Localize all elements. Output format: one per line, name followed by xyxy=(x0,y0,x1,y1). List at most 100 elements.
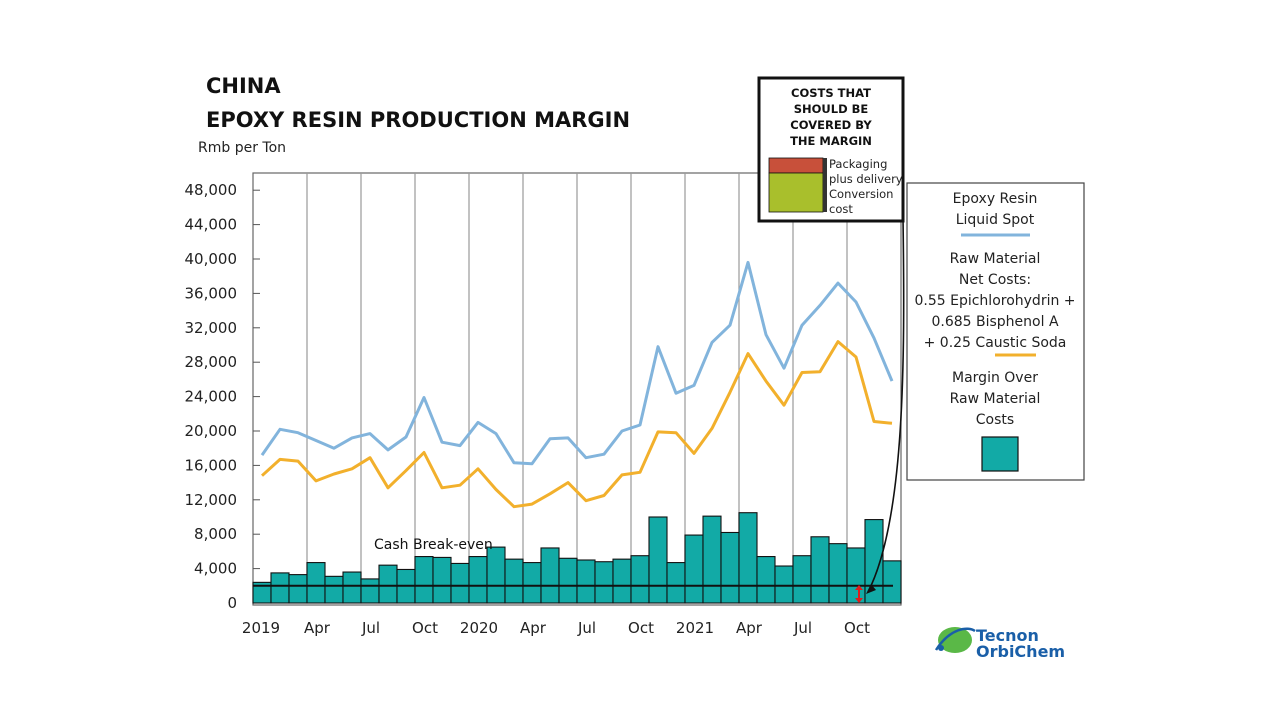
price-lines xyxy=(260,260,894,509)
pointer-arrow-head xyxy=(866,584,876,594)
margin-bar-7 xyxy=(378,564,398,604)
legend-raw-3: 0.55 Epichlorohydrin + xyxy=(914,293,1075,309)
y-tick-label-11: 44,000 xyxy=(185,216,238,234)
chart-title-line1: CHINA xyxy=(206,74,281,98)
pointer-arrow xyxy=(867,217,905,593)
legend-epoxy-1: Epoxy Resin xyxy=(953,191,1038,207)
margin-bar-32 xyxy=(828,543,848,604)
legend-margin-1: Margin Over xyxy=(952,370,1038,386)
y-tick-label-7: 28,000 xyxy=(185,353,238,371)
margin-bar-2 xyxy=(288,574,308,604)
x-tick-label-4: 2020 xyxy=(460,619,498,637)
x-tick-labels: 2019 Apr Jul Oct 2020 Apr Jul Oct 2021 Apr Jul Oct xyxy=(242,619,870,637)
y-tick-label-6: 24,000 xyxy=(185,388,238,406)
margin-bar-4 xyxy=(324,575,344,604)
y-tick-label-10: 40,000 xyxy=(185,250,238,268)
conversion-label-1: Conversion xyxy=(829,187,893,201)
x-tick-label-7: Oct xyxy=(628,619,654,637)
y-tick-label-1: 4,000 xyxy=(194,560,237,578)
margin-gap-marker xyxy=(855,585,863,603)
margin-bars xyxy=(252,512,902,604)
costs-box-title-3: COVERED BY xyxy=(790,118,872,132)
margin-bar-3 xyxy=(306,562,326,604)
legend-raw-2: Net Costs: xyxy=(959,272,1031,288)
logo-orbit-icon xyxy=(934,627,976,651)
margin-bar-11 xyxy=(450,562,470,604)
x-tick-label-9: Apr xyxy=(736,619,763,637)
conversion-label-2: cost xyxy=(829,202,853,216)
margin-bar-28 xyxy=(756,556,776,604)
tecnon-orbichem-logo: Tecnon OrbiChem xyxy=(934,626,1065,661)
legend-raw-5: + 0.25 Caustic Soda xyxy=(924,335,1067,351)
x-tick-label-10: Jul xyxy=(793,619,812,637)
margin-bar-6 xyxy=(360,578,380,604)
packaging-label-1: Packaging xyxy=(829,157,887,171)
margin-bar-9 xyxy=(414,556,434,604)
margin-bar-23 xyxy=(666,562,686,604)
y-axis-label: Rmb per Ton xyxy=(198,140,286,156)
margin-bar-21 xyxy=(630,555,650,604)
margin-bar-12 xyxy=(468,556,488,604)
x-tick-label-11: Oct xyxy=(844,619,870,637)
legend: Epoxy Resin Liquid Spot Raw Material Net… xyxy=(906,182,1085,481)
margin-bar-18 xyxy=(576,559,596,604)
y-tick-label-3: 12,000 xyxy=(185,491,238,509)
margin-bar-17 xyxy=(558,557,578,604)
margin-bar-29 xyxy=(774,565,794,604)
margin-bar-10 xyxy=(432,556,452,604)
y-tick-labels: 0 4,000 8,000 12,000 16,000 20,000 24,000 28,00… xyxy=(185,181,238,612)
costs-box-title-4: THE MARGIN xyxy=(790,134,872,148)
margin-bar-13 xyxy=(486,546,506,604)
margin-bar-31 xyxy=(810,536,830,604)
margin-bar-25 xyxy=(702,515,722,604)
margin-bar-20 xyxy=(612,558,632,604)
legend-margin-swatch xyxy=(981,436,1019,472)
x-tick-label-6: Jul xyxy=(577,619,596,637)
margin-bar-1 xyxy=(270,572,290,604)
margin-bar-35 xyxy=(882,560,902,604)
legend-raw-4: 0.685 Bisphenol A xyxy=(931,314,1058,330)
costs-box-title-1: COSTS THAT xyxy=(791,86,871,100)
margin-bar-16 xyxy=(540,547,560,604)
series-line-0 xyxy=(260,260,894,466)
x-tick-label-3: Oct xyxy=(412,619,438,637)
margin-bar-26 xyxy=(720,531,740,604)
y-tick-label-12: 48,000 xyxy=(185,181,238,199)
costs-box: COSTS THAT SHOULD BE COVERED BY THE MARG… xyxy=(757,76,905,223)
costs-swatch-edge xyxy=(823,158,827,212)
x-tick-label-5: Apr xyxy=(520,619,547,637)
packaging-swatch xyxy=(768,157,824,174)
series-line-1 xyxy=(260,340,893,509)
x-tick-label-2: Jul xyxy=(361,619,380,637)
conversion-swatch xyxy=(768,172,824,213)
y-tick-label-8: 32,000 xyxy=(185,319,238,337)
margin-bar-22 xyxy=(648,516,668,604)
x-tick-label-0: 2019 xyxy=(242,619,280,637)
logo-globe-icon xyxy=(938,627,972,653)
margin-bar-14 xyxy=(504,558,524,604)
margin-bar-15 xyxy=(522,562,542,604)
packaging-label-2: plus delivery xyxy=(829,172,903,186)
legend-raw-1: Raw Material xyxy=(950,251,1041,267)
y-tick-label-4: 16,000 xyxy=(185,456,238,474)
cash-breakeven-label: Cash Break-even xyxy=(374,537,493,553)
margin-bar-5 xyxy=(342,571,362,604)
x-tick-label-8: 2021 xyxy=(676,619,714,637)
margin-bar-19 xyxy=(594,561,614,604)
margin-bar-33 xyxy=(846,547,866,604)
margin-bar-24 xyxy=(684,534,704,604)
legend-margin-2: Raw Material xyxy=(950,391,1041,407)
costs-box-title-2: SHOULD BE xyxy=(794,102,869,116)
y-tick-label-9: 36,000 xyxy=(185,284,238,302)
x-tick-label-1: Apr xyxy=(304,619,331,637)
y-tick-label-2: 8,000 xyxy=(194,525,237,543)
legend-epoxy-2: Liquid Spot xyxy=(956,212,1035,228)
legend-margin-3: Costs xyxy=(976,412,1014,428)
margin-bar-27 xyxy=(738,512,758,604)
y-tick-label-5: 20,000 xyxy=(185,422,238,440)
y-tick-label-0: 0 xyxy=(227,594,237,612)
logo-line2: OrbiChem xyxy=(976,642,1065,661)
logo-orbit-dot-icon xyxy=(938,645,944,651)
margin-bar-30 xyxy=(792,555,812,604)
